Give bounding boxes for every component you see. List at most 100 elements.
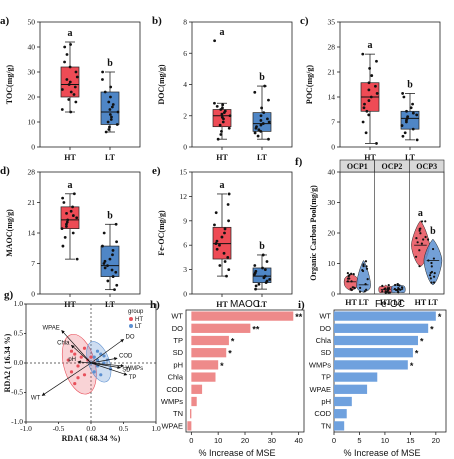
data-point: [65, 211, 68, 215]
data-point: [220, 115, 224, 119]
data-point: [214, 242, 218, 245]
facet-label: OCP1: [347, 162, 368, 171]
y-axis-label: TOC(mg/g): [5, 64, 14, 104]
bar: [191, 372, 216, 382]
y-tick-label: TN: [321, 421, 331, 430]
data-point: [366, 278, 369, 281]
data-point: [263, 84, 267, 88]
x-tick-label: LT: [257, 153, 268, 162]
data-point: [106, 279, 110, 283]
data-point: [267, 98, 270, 102]
y-tick-label: 10: [328, 259, 336, 268]
data-point-LT: [92, 355, 96, 359]
x-axis-label: RDA1 ( 68.34 %): [62, 434, 121, 443]
significance-label: b: [107, 210, 113, 221]
y-tick-label: 0: [331, 290, 335, 299]
significance-label: *: [430, 324, 434, 334]
data-point: [60, 88, 64, 91]
data-point: [220, 112, 224, 116]
y-tick-label: WPAE: [309, 385, 331, 394]
data-point: [346, 277, 350, 280]
data-point: [431, 247, 435, 251]
data-point: [365, 288, 368, 291]
data-point: [396, 283, 399, 287]
data-point: [69, 110, 73, 114]
x-tick-label: HT: [380, 298, 392, 307]
y-tick-label: 20: [328, 229, 336, 238]
box: [400, 110, 420, 130]
data-point: [220, 235, 224, 239]
y-tick-label: 8: [183, 18, 187, 27]
y-tick-label: 21: [28, 198, 36, 207]
y-tick-label: SD: [173, 348, 184, 357]
data-point: [401, 92, 405, 95]
significance-label: *: [410, 361, 414, 371]
data-point: [375, 59, 378, 63]
data-point: [374, 84, 377, 88]
data-point: [65, 220, 69, 224]
data-point: [108, 108, 112, 111]
x-tick-label: HT: [364, 153, 376, 162]
data-point: [432, 281, 436, 284]
x-tick-label: LT: [359, 298, 370, 307]
significance-label: b: [259, 241, 265, 252]
y-tick-label: 9: [183, 216, 187, 225]
data-point: [71, 231, 75, 235]
data-point: [369, 95, 373, 99]
y-tick-label: WPAE: [161, 421, 183, 430]
loading-label: COD: [119, 353, 133, 359]
data-point: [261, 253, 265, 257]
x-tick-label: -0.5: [53, 424, 65, 433]
y-tick-label: TN: [173, 409, 183, 418]
data-point: [263, 268, 267, 271]
data-point: [352, 286, 355, 289]
panel-a: a) 0 10 20 30 40 50 TOC(mg/g) HT a LT b: [0, 15, 141, 162]
y-axis-label: RDA2 ( 16.34 %): [3, 333, 12, 392]
y-tick-label: -0.5: [11, 388, 23, 397]
data-point: [223, 227, 227, 231]
data-point-HT: [66, 358, 70, 362]
data-point: [394, 283, 397, 287]
data-point: [261, 266, 264, 270]
data-point: [61, 244, 65, 248]
y-tick-label: 4: [183, 80, 187, 89]
data-point: [101, 78, 104, 81]
bar: [334, 421, 345, 431]
data-point: [103, 259, 107, 263]
bar: [191, 348, 227, 358]
data-point: [69, 43, 72, 46]
y-tick-label: -1.0: [11, 417, 23, 426]
data-point: [218, 264, 222, 267]
facet-label: OCP3: [416, 162, 437, 171]
data-point: [358, 290, 362, 293]
x-tick-label: LT: [105, 300, 116, 309]
y-tick-label: 10: [28, 118, 36, 127]
data-point: [257, 282, 261, 286]
data-point: [416, 241, 419, 244]
panel-label: a): [0, 15, 10, 27]
y-axis-label: DOC(mg/g): [157, 64, 166, 104]
significance-label: *: [231, 337, 235, 347]
data-point: [411, 102, 414, 106]
data-point: [115, 240, 118, 244]
y-axis-label: Organic Carbon Pool(mg/g): [309, 185, 318, 281]
y-axis-label: POC(mg/g): [305, 65, 314, 104]
data-point: [111, 275, 115, 278]
data-point: [227, 126, 231, 130]
data-point: [364, 260, 368, 263]
data-point: [414, 255, 418, 258]
y-tick-label: 35: [328, 18, 336, 27]
data-point: [362, 263, 365, 266]
data-point: [74, 100, 78, 104]
data-point: [75, 216, 79, 220]
data-point: [401, 286, 404, 290]
data-point: [427, 259, 430, 262]
data-point: [367, 113, 371, 117]
data-point: [405, 109, 408, 113]
x-tick-label: HT: [64, 300, 76, 309]
data-point: [103, 266, 107, 270]
data-point: [388, 291, 391, 294]
data-point: [432, 275, 436, 278]
data-point: [101, 70, 105, 74]
data-point: [63, 60, 66, 64]
